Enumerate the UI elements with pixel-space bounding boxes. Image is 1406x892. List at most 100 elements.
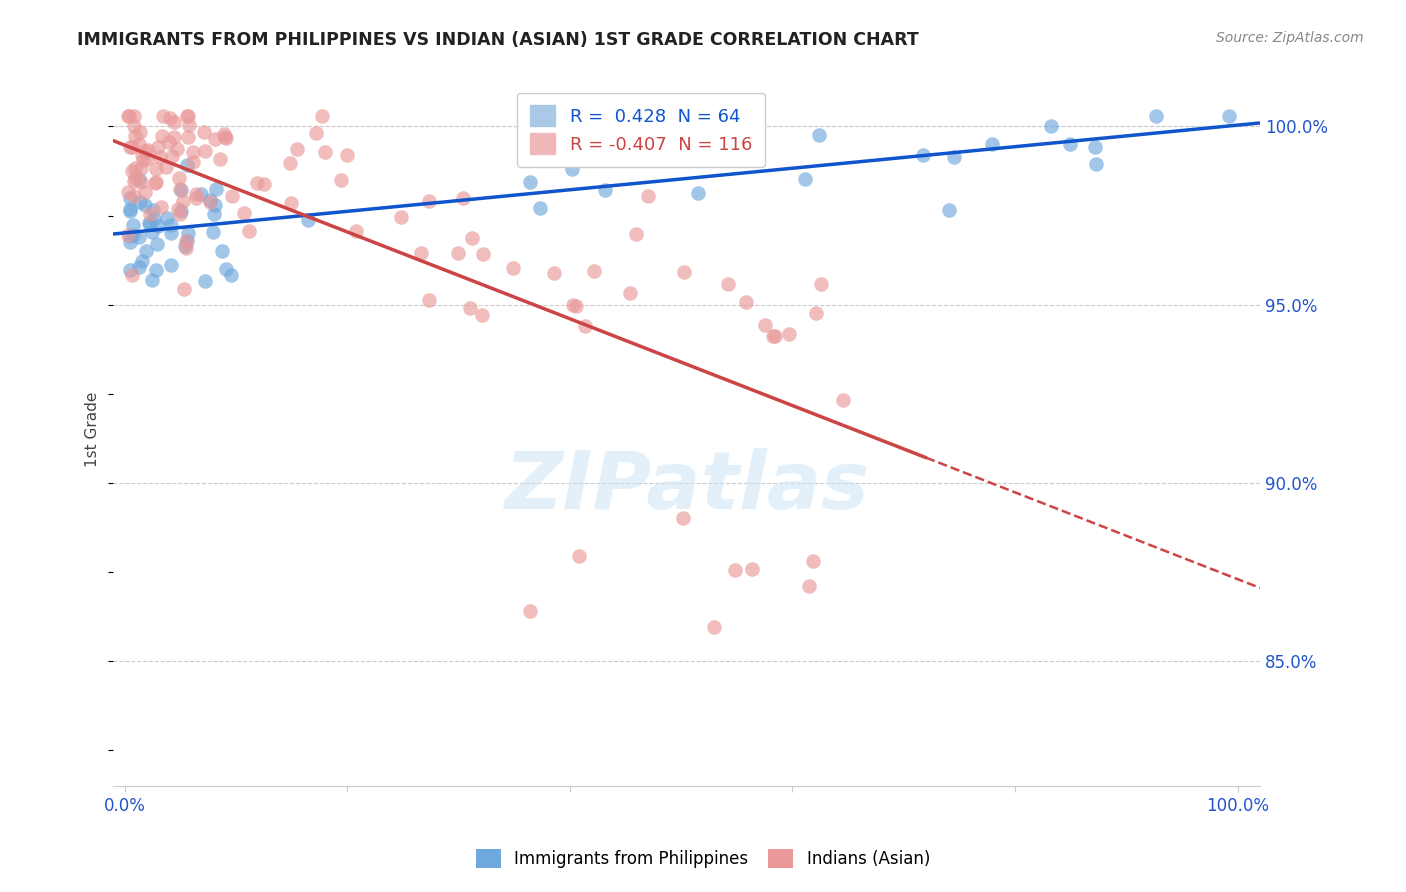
Point <box>832 392 855 407</box>
Point <box>754 318 776 332</box>
Point <box>146 139 169 153</box>
Point <box>176 129 198 144</box>
Point <box>626 227 648 241</box>
Point <box>212 127 235 141</box>
Point <box>201 225 224 239</box>
Point <box>122 109 145 123</box>
Point <box>181 145 204 159</box>
Point <box>640 148 662 162</box>
Point <box>246 176 269 190</box>
Point <box>198 193 221 207</box>
Point <box>117 228 139 243</box>
Point <box>232 206 254 220</box>
Point <box>139 207 162 221</box>
Point <box>190 187 212 202</box>
Point <box>138 216 160 230</box>
Point <box>167 171 190 186</box>
Point <box>418 293 440 307</box>
Point <box>177 118 200 132</box>
Point <box>458 301 481 315</box>
Point <box>911 148 934 162</box>
Point <box>574 318 596 333</box>
Text: IMMIGRANTS FROM PHILIPPINES VS INDIAN (ASIAN) 1ST GRADE CORRELATION CHART: IMMIGRANTS FROM PHILIPPINES VS INDIAN (A… <box>77 31 920 49</box>
Point <box>142 211 165 226</box>
Point <box>128 172 150 186</box>
Point <box>1144 109 1167 123</box>
Point <box>280 195 302 210</box>
Point <box>149 201 172 215</box>
Point <box>209 152 232 166</box>
Point <box>724 563 747 577</box>
Point <box>146 219 169 234</box>
Point <box>637 189 659 203</box>
Point <box>118 109 141 123</box>
Point <box>762 329 785 343</box>
Point <box>160 258 183 272</box>
Point <box>214 261 236 276</box>
Point <box>181 154 204 169</box>
Point <box>193 125 215 139</box>
Point <box>120 263 142 277</box>
Point <box>176 158 198 172</box>
Point <box>202 207 225 221</box>
Point <box>253 177 276 191</box>
Point <box>172 194 194 208</box>
Point <box>763 328 786 343</box>
Point <box>155 211 177 225</box>
Point <box>117 185 139 199</box>
Point <box>735 294 758 309</box>
Point <box>794 171 817 186</box>
Point <box>118 140 141 154</box>
Point <box>194 274 217 288</box>
Point <box>716 277 738 292</box>
Point <box>121 227 143 242</box>
Point <box>314 145 336 159</box>
Point <box>122 174 145 188</box>
Point <box>305 126 328 140</box>
Point <box>1218 109 1240 123</box>
Point <box>169 181 191 195</box>
Point <box>562 298 585 312</box>
Point <box>145 161 167 176</box>
Point <box>184 186 207 201</box>
Point <box>336 148 359 162</box>
Point <box>568 549 591 563</box>
Point <box>564 299 586 313</box>
Point <box>120 228 142 243</box>
Point <box>418 194 440 209</box>
Point <box>344 224 367 238</box>
Point <box>741 561 763 575</box>
Point <box>136 152 159 166</box>
Point <box>703 619 725 633</box>
Point <box>134 144 156 158</box>
Point <box>163 114 186 128</box>
Y-axis label: 1st Grade: 1st Grade <box>86 392 100 467</box>
Point <box>186 191 208 205</box>
Point <box>122 119 145 133</box>
Point <box>149 150 172 164</box>
Point <box>120 202 142 216</box>
Point <box>169 207 191 221</box>
Point <box>121 139 143 153</box>
Point <box>1040 120 1063 134</box>
Point <box>146 236 169 251</box>
Point <box>502 260 524 275</box>
Point <box>131 253 153 268</box>
Point <box>121 164 143 178</box>
Point <box>160 226 183 240</box>
Point <box>472 247 495 261</box>
Point <box>166 142 188 156</box>
Point <box>128 260 150 274</box>
Point <box>141 225 163 239</box>
Point <box>778 327 800 342</box>
Point <box>170 183 193 197</box>
Point <box>170 204 193 219</box>
Point <box>543 266 565 280</box>
Point <box>141 273 163 287</box>
Point <box>160 218 183 232</box>
Point <box>204 198 226 212</box>
Point <box>938 203 960 218</box>
Point <box>807 128 830 142</box>
Point <box>519 175 541 189</box>
Point <box>121 218 143 232</box>
